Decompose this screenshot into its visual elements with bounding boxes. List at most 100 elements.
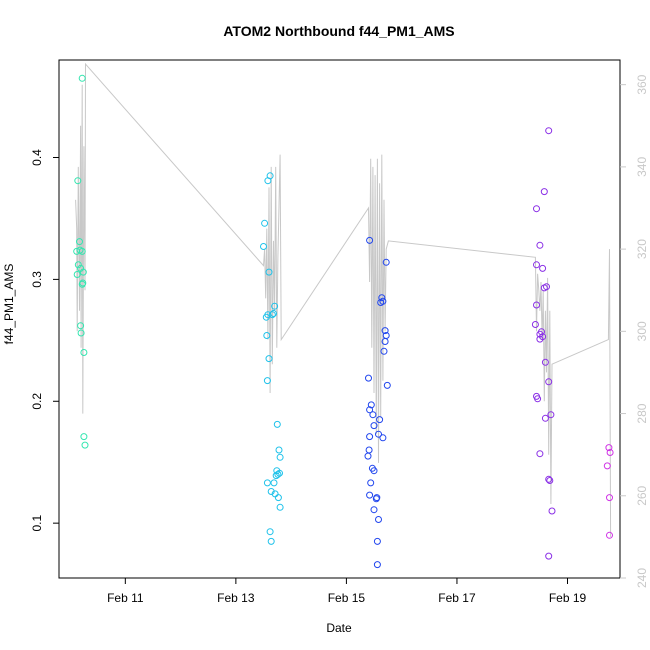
data-point bbox=[381, 338, 389, 345]
y-tick-label: 0.1 bbox=[30, 514, 44, 531]
data-point bbox=[74, 261, 82, 269]
data-point bbox=[262, 313, 270, 321]
data-point bbox=[545, 378, 553, 386]
data-point bbox=[265, 355, 273, 363]
data-point bbox=[533, 205, 540, 213]
right-y-tick-label: 240 bbox=[635, 568, 649, 588]
data-point bbox=[365, 374, 372, 382]
data-point bbox=[77, 329, 85, 337]
data-point bbox=[379, 434, 387, 442]
data-point bbox=[380, 347, 388, 355]
data-point bbox=[366, 406, 374, 414]
data-point bbox=[264, 177, 272, 185]
data-point bbox=[606, 449, 614, 456]
data-point bbox=[540, 284, 548, 292]
data-point bbox=[545, 475, 553, 483]
data-point bbox=[379, 297, 387, 305]
x-tick-label: Feb 13 bbox=[217, 591, 255, 605]
data-point bbox=[605, 444, 613, 452]
y-tick-label: 0.4 bbox=[30, 149, 44, 166]
data-point bbox=[539, 264, 547, 272]
data-point bbox=[367, 479, 375, 487]
data-point bbox=[78, 247, 86, 255]
data-point bbox=[548, 507, 556, 515]
data-point bbox=[267, 537, 275, 545]
data-point bbox=[366, 491, 374, 499]
data-point bbox=[260, 243, 267, 250]
data-point bbox=[606, 531, 613, 539]
data-point bbox=[77, 322, 85, 330]
data-point bbox=[266, 528, 274, 536]
data-point bbox=[382, 258, 390, 266]
data-point bbox=[276, 503, 284, 511]
y-tick-label: 0.2 bbox=[30, 393, 44, 410]
data-point bbox=[373, 561, 381, 569]
plot-area: Feb 11 Feb 13 Feb 15 Feb 17 Feb 19 0.1 0.2 0.3 0… bbox=[30, 59, 649, 605]
y-tick-label: 0.3 bbox=[30, 271, 44, 288]
data-point bbox=[370, 422, 378, 430]
data-point bbox=[273, 420, 281, 428]
data-point bbox=[81, 441, 89, 449]
data-point bbox=[80, 349, 88, 356]
data-point bbox=[272, 472, 280, 480]
right-y-tick-label: 360 bbox=[635, 74, 649, 94]
data-point bbox=[370, 467, 378, 475]
data-point bbox=[373, 537, 381, 545]
data-point bbox=[265, 268, 273, 276]
y-axis-label: f44_PM1_AMS bbox=[2, 264, 16, 345]
data-point bbox=[270, 479, 278, 487]
data-point bbox=[261, 219, 269, 227]
data-point bbox=[534, 395, 542, 403]
x-tick-label: Feb 11 bbox=[107, 591, 144, 605]
data-point bbox=[536, 241, 544, 249]
data-point bbox=[263, 332, 271, 339]
secondary-trace-line bbox=[75, 62, 612, 537]
x-tick-label: Feb 15 bbox=[328, 591, 366, 605]
data-point bbox=[367, 401, 375, 409]
x-tick-label: Feb 19 bbox=[549, 591, 587, 605]
data-point bbox=[268, 311, 276, 319]
data-point bbox=[383, 381, 391, 389]
data-point bbox=[531, 321, 539, 328]
data-point bbox=[275, 446, 283, 454]
data-point bbox=[76, 238, 83, 246]
data-point bbox=[366, 433, 374, 441]
data-point bbox=[370, 506, 378, 514]
data-point bbox=[545, 552, 553, 560]
data-point bbox=[375, 516, 382, 523]
plot-frame bbox=[58, 59, 621, 579]
data-point bbox=[533, 301, 540, 309]
data-point bbox=[364, 452, 372, 460]
data-point bbox=[74, 177, 82, 185]
data-point bbox=[381, 327, 389, 335]
x-axis-label: Date bbox=[326, 621, 352, 635]
right-y-tick-label: 340 bbox=[635, 157, 649, 177]
data-point bbox=[545, 127, 553, 135]
data-point bbox=[369, 411, 377, 419]
data-point bbox=[78, 280, 86, 288]
data-point bbox=[372, 495, 380, 503]
data-point bbox=[80, 433, 88, 441]
data-point bbox=[271, 302, 279, 310]
data-point bbox=[378, 294, 386, 302]
data-point bbox=[73, 271, 81, 278]
data-point bbox=[547, 411, 555, 419]
data-point bbox=[536, 450, 544, 458]
data-point bbox=[533, 261, 540, 269]
data-point bbox=[606, 494, 613, 502]
data-point bbox=[541, 414, 549, 422]
data-point bbox=[79, 268, 87, 276]
chart-title: ATOM2 Northbound f44_PM1_AMS bbox=[223, 23, 454, 39]
right-y-tick-label: 280 bbox=[635, 403, 649, 423]
data-point bbox=[546, 477, 554, 484]
data-point bbox=[376, 416, 384, 424]
data-point bbox=[366, 236, 374, 244]
data-point bbox=[263, 377, 271, 385]
data-point bbox=[274, 494, 282, 502]
data-point bbox=[536, 335, 544, 343]
x-tick-label: Feb 17 bbox=[438, 591, 476, 605]
data-point bbox=[540, 188, 548, 196]
data-point bbox=[276, 453, 284, 461]
data-point bbox=[273, 467, 281, 475]
